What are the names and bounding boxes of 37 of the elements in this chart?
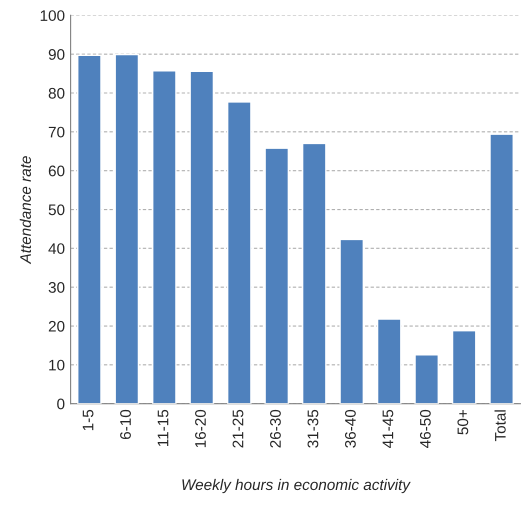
x-tick-label: 31-35 [308, 410, 318, 448]
bar [339, 238, 364, 404]
bar [264, 147, 290, 404]
y-tick-label: 100 [40, 10, 64, 22]
x-tick-label: 50+ [457, 410, 468, 435]
x-tick-label: 36-40 [345, 410, 356, 448]
x-tick-label: 11-15 [158, 410, 168, 446]
bar [452, 330, 476, 404]
bar [226, 101, 252, 404]
y-tick-label: 30 [48, 282, 64, 293]
bar [414, 354, 439, 404]
bar [376, 318, 402, 404]
x-tick-label: 21-25 [232, 410, 244, 448]
y-tick-label: 60 [48, 166, 64, 176]
y-tick-label: 10 [49, 360, 64, 371]
bar [152, 70, 177, 404]
y-tick-label: 90 [48, 49, 64, 60]
bar [114, 54, 140, 404]
x-tick-label: 26-30 [270, 410, 281, 448]
y-tick-label: 80 [48, 88, 64, 99]
y-tick-label: 50 [48, 204, 64, 216]
x-tick-label: Total [494, 410, 506, 442]
y-tick-label: 0 [57, 398, 64, 410]
y-tick-label: 20 [48, 320, 64, 332]
bar [77, 54, 102, 404]
x-axis-title: Weekly hours in economic activity [182, 478, 411, 494]
x-tick-label: 46-50 [420, 410, 431, 448]
bar [302, 142, 327, 404]
x-tick-label: 1-5 [82, 410, 94, 430]
x-tick-label: 16-20 [195, 410, 206, 448]
bar [189, 70, 214, 404]
y-tick-label: 40 [48, 243, 64, 254]
y-axis-title: Attendance rate [20, 156, 31, 264]
y-tick-label: 70 [48, 126, 64, 138]
bar [489, 133, 514, 404]
x-tick-label: 6-10 [120, 410, 131, 440]
x-tick-label: 41-45 [382, 410, 394, 448]
